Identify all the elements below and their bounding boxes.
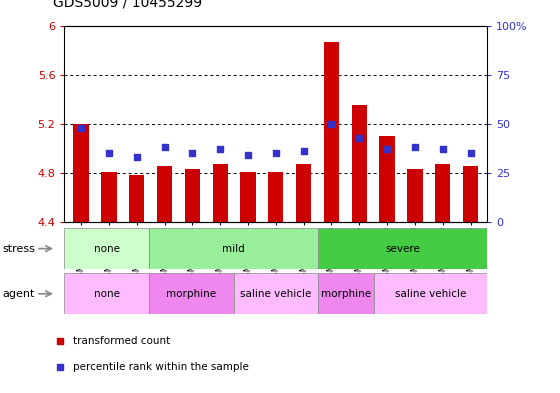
Point bbox=[382, 146, 391, 152]
Text: none: none bbox=[94, 289, 120, 299]
Bar bbox=[64, 273, 149, 314]
Bar bbox=[380, 136, 395, 222]
Bar bbox=[296, 164, 311, 222]
Text: saline vehicle: saline vehicle bbox=[395, 289, 466, 299]
Point bbox=[216, 146, 225, 152]
Point bbox=[355, 134, 364, 141]
Point bbox=[244, 152, 253, 158]
Text: severe: severe bbox=[385, 244, 420, 253]
Text: saline vehicle: saline vehicle bbox=[240, 289, 311, 299]
Text: GDS5009 / 10455299: GDS5009 / 10455299 bbox=[53, 0, 202, 10]
Bar bbox=[73, 124, 88, 222]
Point bbox=[466, 150, 475, 156]
Text: transformed count: transformed count bbox=[73, 336, 170, 346]
Bar bbox=[129, 175, 144, 222]
Bar bbox=[64, 228, 149, 269]
Bar bbox=[324, 42, 339, 222]
Bar bbox=[149, 228, 318, 269]
Bar bbox=[234, 273, 318, 314]
Point bbox=[410, 144, 419, 151]
Point bbox=[271, 150, 280, 156]
Point bbox=[325, 185, 334, 192]
Text: agent: agent bbox=[3, 289, 35, 299]
Bar bbox=[352, 105, 367, 222]
Text: morphine: morphine bbox=[166, 289, 216, 299]
Bar bbox=[407, 169, 423, 222]
Text: stress: stress bbox=[3, 244, 36, 253]
Bar bbox=[375, 273, 487, 314]
Point bbox=[160, 144, 169, 151]
Point bbox=[188, 150, 197, 156]
Bar bbox=[318, 273, 375, 314]
Point bbox=[299, 148, 308, 154]
Bar bbox=[463, 165, 478, 222]
Point bbox=[438, 146, 447, 152]
Text: none: none bbox=[94, 244, 120, 253]
Bar bbox=[149, 273, 234, 314]
Bar bbox=[185, 169, 200, 222]
Bar bbox=[318, 228, 487, 269]
Bar bbox=[268, 172, 283, 222]
Point bbox=[132, 154, 141, 160]
Bar bbox=[101, 172, 116, 222]
Text: percentile rank within the sample: percentile rank within the sample bbox=[73, 362, 249, 372]
Text: morphine: morphine bbox=[321, 289, 371, 299]
Bar bbox=[435, 164, 450, 222]
Text: mild: mild bbox=[222, 244, 245, 253]
Bar bbox=[212, 164, 228, 222]
Point bbox=[327, 121, 336, 127]
Point bbox=[104, 150, 113, 156]
Point bbox=[77, 125, 86, 131]
Bar bbox=[240, 172, 255, 222]
Bar bbox=[157, 165, 172, 222]
